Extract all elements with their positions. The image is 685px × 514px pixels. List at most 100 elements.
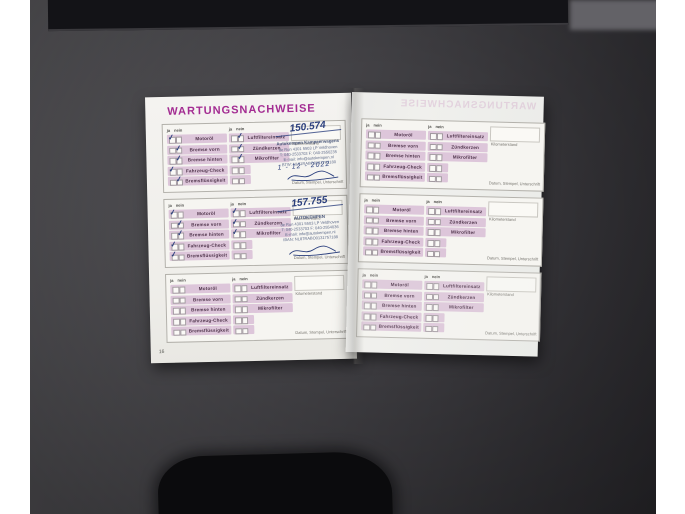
row-label: Zündkerzen <box>447 293 476 300</box>
checklist-row-blank <box>229 164 251 175</box>
ja-label: ja <box>232 276 236 282</box>
checklist-row: Motoröl ✓ <box>166 132 228 144</box>
checklist-row: Bremsflüssigkeit ✓ <box>169 249 230 262</box>
checklist-row: Fahrzeug-Check <box>363 236 424 247</box>
stamp-and-odometer-area: Kilometerstand Datum, Stempel, Unterschr… <box>487 200 538 262</box>
nein-checkbox <box>239 242 247 249</box>
nein-checkbox <box>241 327 249 335</box>
nein-checkbox <box>369 324 377 331</box>
nein-checkbox <box>238 177 246 185</box>
nein-checkbox <box>374 142 381 150</box>
stamp-and-odometer-area: Kilometerstand 157.755 AUTOKEMPEN de Run … <box>275 193 345 260</box>
dark-table-edge <box>47 0 569 32</box>
ja-label: ja <box>362 272 366 278</box>
checklist-column-right: ja nein Luftfiltereinsatz Zündkerzen Mikrof… <box>423 273 485 335</box>
row-label: Bremse hinten <box>385 153 421 159</box>
row-label: Bremse vorn <box>386 217 417 224</box>
pen-checkmark: ✓ <box>174 174 183 185</box>
nein-checkbox <box>436 143 443 151</box>
row-label: Bremse hinten <box>191 306 226 313</box>
checklist-column-right: ja nein Luftfiltereinsatz Zündkerzen Mikrof… <box>426 124 489 185</box>
nein-checkbox <box>177 243 185 251</box>
checklist-row: Bremsflüssigkeit <box>171 325 232 337</box>
left-page-blocks: ja nein Motoröl ✓ Bremse vorn ✓ Bremse hinten… <box>161 118 351 349</box>
nein-checkbox <box>372 227 379 235</box>
datum-stempel-label: Datum, Stempel, Unterschrift <box>485 330 537 337</box>
pen-checkmark: ✓ <box>173 142 182 153</box>
nein-checkbox <box>178 286 186 294</box>
row-label: Bremse hinten <box>187 156 223 163</box>
service-record-block: ja nein Motoröl Bremse vorn Bremse hinten Fa… <box>165 269 351 343</box>
checklist-column-left: ja nein Motoröl Bremse vorn Bremse hinten Fa… <box>361 272 423 333</box>
checklist-row-blank <box>426 173 449 183</box>
checklist-row: Luftfiltereinsatz <box>424 280 485 292</box>
nein-label: nein <box>431 274 441 280</box>
datum-stempel-label: Datum, Stempel, Unterschrift <box>488 180 541 187</box>
row-label: Zündkerzen <box>256 294 285 301</box>
photo-background: WARTUNGSNACHWEISE ja nein Motoröl ✓ Bremse … <box>30 0 656 514</box>
row-label: Motoröl <box>390 282 409 288</box>
nein-checkbox <box>179 297 186 305</box>
checklist-row: Motoröl <box>170 283 231 294</box>
checklist-row-blank <box>231 239 253 250</box>
checklist-column-left: ja nein Motoröl Bremse vorn Bremse hinten Fa… <box>170 276 232 337</box>
kilometerstand-label: Kilometerstand <box>490 141 518 148</box>
ja-label: ja <box>426 198 430 204</box>
pen-checkmark: ✓ <box>231 227 240 238</box>
ja-label: ja <box>366 122 370 128</box>
row-label: Fahrzeug-Check <box>381 238 421 245</box>
checklist-column-left: ja nein Motoröl ✓ Bremse vorn ✓ Bremse hinten… <box>166 127 229 188</box>
checklist-row: Bremsflüssigkeit <box>364 171 426 183</box>
page-number: 16 <box>158 348 165 356</box>
nein-checkbox <box>435 165 443 172</box>
checklist-row: Zündkerzen <box>427 141 488 152</box>
row-label: Bremsflüssigkeit <box>382 174 423 181</box>
row-label: Bremsflüssigkeit <box>186 252 228 259</box>
checklist-row: Motoröl ✓ <box>168 207 229 219</box>
nein-checkbox <box>435 154 443 162</box>
show-through-title: WARTUNGSNACHWEISE <box>399 98 536 113</box>
row-label: Fahrzeug-Check <box>383 163 423 170</box>
pen-checkmark: ✓ <box>169 249 178 260</box>
stamp-and-odometer-area: Kilometerstand Datum, Stempel, Unterschr… <box>485 275 537 337</box>
nein-label: nein <box>373 122 382 128</box>
nein-label: nein <box>174 127 183 133</box>
nein-checkbox <box>238 167 245 174</box>
nein-label: nein <box>433 199 442 205</box>
nein-checkbox <box>432 283 440 290</box>
service-record-block: ja nein Motoröl Bremse vorn Bremse hinten Fa… <box>359 118 546 192</box>
nein-label: nein <box>237 201 247 207</box>
pen-checkmark: ✓ <box>231 216 239 227</box>
kilometerstand-box <box>486 276 537 293</box>
ja-label: ja <box>228 126 233 132</box>
ja-label: ja <box>364 197 368 203</box>
booklet-right-page: WARTUNGSNACHWEISE ja nein Motoröl Bremse v… <box>345 92 546 357</box>
ja-label: ja <box>424 273 428 279</box>
row-label: Bremse hinten <box>383 228 419 234</box>
pen-checkmark: ✓ <box>168 207 177 218</box>
nein-checkbox <box>432 293 440 301</box>
row-label: Bremsflüssigkeit <box>378 324 419 331</box>
row-label: Motoröl <box>196 210 216 217</box>
row-label: Luftfiltereinsatz <box>250 284 289 291</box>
checklist-row: Mikrofilter <box>427 152 488 163</box>
pen-checkmark: ✓ <box>174 153 183 164</box>
kilometerstand-box <box>294 274 345 292</box>
checklist-row: Luftfiltereinsatz <box>427 130 489 142</box>
nein-checkbox <box>241 295 248 303</box>
pen-checkmark: ✓ <box>167 164 176 175</box>
stamp-and-odometer-area: Kilometerstand Datum, Stempel, Unterschr… <box>488 125 541 187</box>
pen-checkmark: ✓ <box>167 132 176 143</box>
row-label: Bremse hinten <box>189 231 224 238</box>
checklist-row: Bremse vorn <box>365 139 426 151</box>
row-label: Mikrofilter <box>449 304 474 311</box>
pen-checkmark: ✓ <box>235 130 244 141</box>
checklist-row: Bremse hinten <box>170 304 231 316</box>
nein-checkbox <box>432 304 440 312</box>
checklist-row: Motoröl <box>364 204 425 215</box>
signature <box>287 170 339 182</box>
page-title: WARTUNGSNACHWEISE <box>167 102 316 118</box>
row-label: Luftfiltereinsatz <box>444 208 483 215</box>
checklist-row: Zündkerzen <box>425 216 486 227</box>
